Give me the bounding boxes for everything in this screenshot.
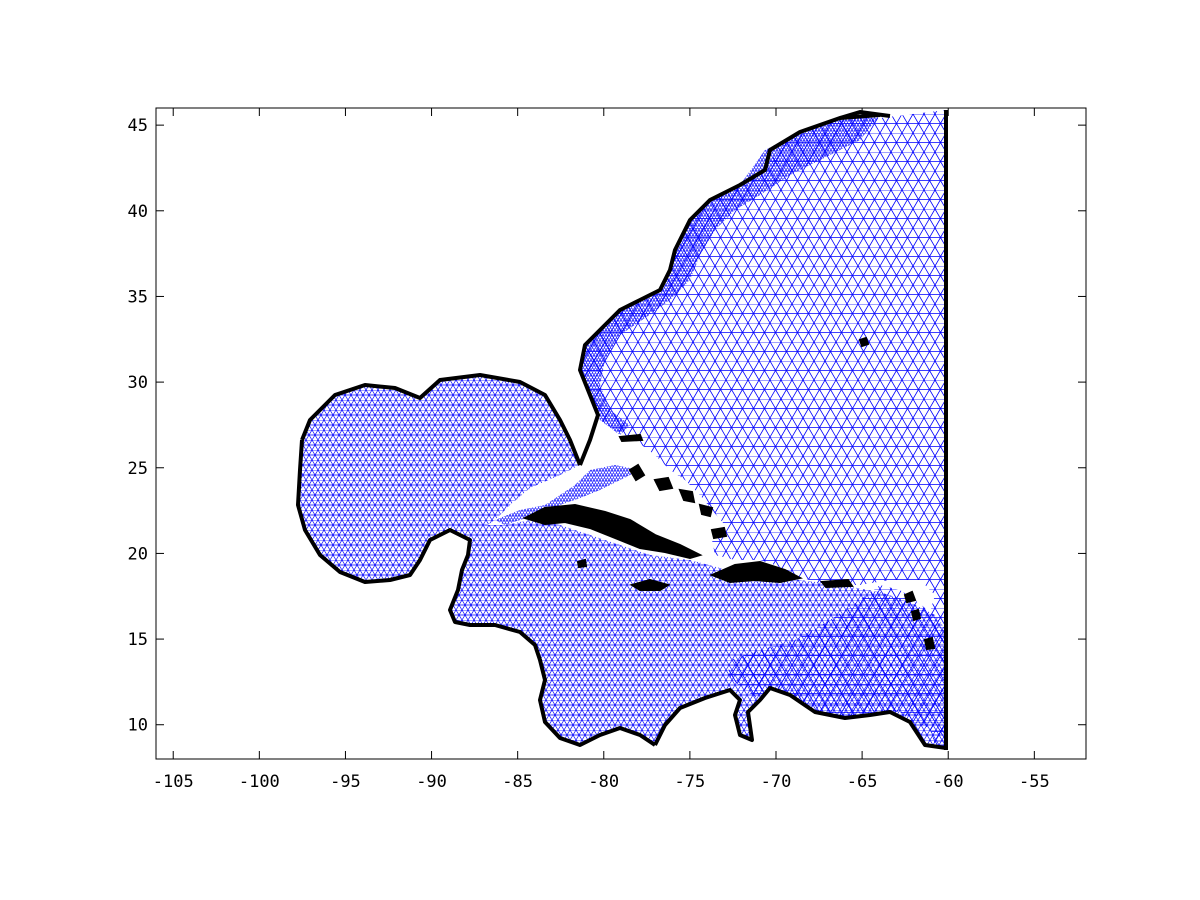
x-tick-label: -85 [502,772,533,792]
bahamas-island-2 [655,478,672,490]
y-tick-label: 35 [128,287,148,307]
lesser-antilles-2 [912,610,920,620]
lake-nicaragua [578,560,586,567]
y-tick-label: 45 [128,116,148,136]
y-tick-label: 40 [128,202,148,222]
x-tick-label: -95 [330,772,361,792]
x-tick-label: -65 [847,772,878,792]
y-tick-label: 10 [128,716,148,736]
lesser-antilles-1 [905,592,915,602]
bahamas-island-1 [630,465,644,480]
y-tick-label: 30 [128,373,148,393]
y-tick-label: 25 [128,459,148,479]
florida-keys [620,435,642,441]
x-tick-label: -100 [239,772,280,792]
puerto-rico-island [822,580,852,587]
bahamas-island-3 [680,490,694,502]
x-tick-label: -80 [588,772,619,792]
bahamas-island-4 [700,505,712,516]
y-tick-label: 20 [128,544,148,564]
bermuda-island [860,338,868,346]
y-tick-label: 15 [128,630,148,650]
bahamas-island-5 [712,528,726,538]
x-tick-label: -105 [153,772,194,792]
mesh-layer [298,110,946,750]
x-tick-label: -70 [761,772,792,792]
x-tick-label: -75 [675,772,706,792]
x-tick-label: -60 [933,772,964,792]
lesser-antilles-3 [925,638,934,649]
x-tick-label: -55 [1019,772,1050,792]
x-tick-label: -90 [416,772,447,792]
